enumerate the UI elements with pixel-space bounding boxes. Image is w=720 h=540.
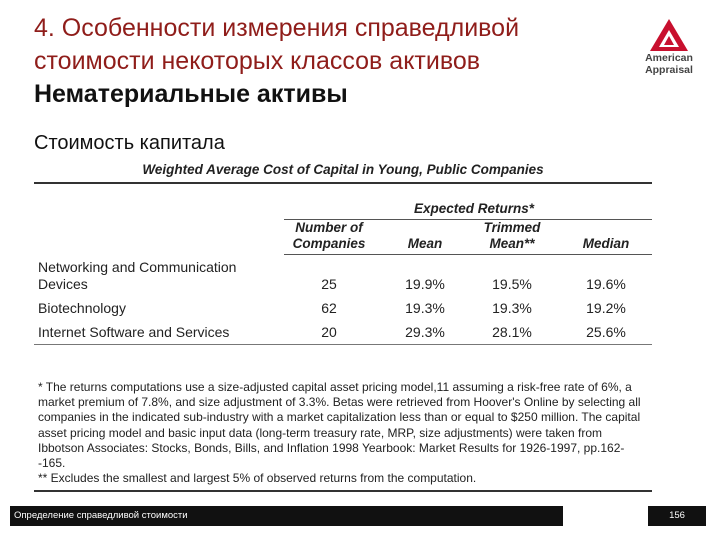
row-2-trimmed: 19.3%	[492, 300, 532, 316]
footnotes: * The returns computations use a size-ad…	[38, 380, 648, 486]
table-bottom-rule	[34, 344, 652, 345]
row-3-median: 25.6%	[586, 324, 626, 340]
column-header-trimmed-line1: Trimmed	[483, 220, 541, 235]
triangle-logo-icon	[650, 19, 688, 51]
column-header-number: Number of Companies	[284, 220, 374, 252]
bottom-rule	[34, 490, 652, 492]
logo-line-1: American	[645, 52, 693, 64]
column-header-mean: Mean	[407, 236, 443, 251]
row-3-mean: 29.3%	[405, 324, 445, 340]
company-logo: American Appraisal	[632, 18, 706, 76]
column-header-number-line2: Companies	[292, 236, 366, 251]
row-1-median: 19.6%	[586, 276, 626, 292]
column-header-trimmed-mean: Trimmed Mean**	[472, 220, 552, 252]
column-header-trimmed-line2: Mean**	[489, 236, 535, 251]
column-header-rule	[284, 254, 652, 255]
row-2-number: 62	[321, 300, 337, 316]
logo-line-2: Appraisal	[645, 64, 693, 76]
slide-subtitle: Стоимость капитала	[34, 132, 225, 154]
title-line-3: Нематериальные активы	[34, 80, 348, 108]
title-line-1: 4. Особенности измерения справедливой	[34, 14, 520, 42]
row-1-label-line2: Devices	[38, 276, 88, 292]
row-2-label: Biotechnology	[38, 300, 126, 316]
page-number: 156	[648, 506, 706, 526]
row-1-trimmed: 19.5%	[492, 276, 532, 292]
footnote-1: * The returns computations use a size-ad…	[38, 380, 641, 471]
column-header-number-line1: Number of	[295, 220, 363, 235]
row-3-number: 20	[321, 324, 337, 340]
group-header-rule	[284, 219, 652, 220]
figure-title: Weighted Average Cost of Capital in Youn…	[142, 162, 544, 177]
row-1-mean: 19.9%	[405, 276, 445, 292]
row-1-label-line1: Networking and Communication	[38, 259, 237, 275]
row-2-mean: 19.3%	[405, 300, 445, 316]
expected-returns-header: Expected Returns*	[413, 201, 535, 216]
row-3-trimmed: 28.1%	[492, 324, 532, 340]
row-1-number: 25	[321, 276, 337, 292]
title-line-2: стоимости некоторых классов активов	[34, 47, 481, 75]
footnote-2: ** Excludes the smallest and largest 5% …	[38, 471, 477, 486]
top-rule	[34, 182, 652, 184]
table-row-label: Networking and Communication Devices	[38, 259, 236, 293]
row-3-label: Internet Software and Services	[38, 324, 230, 340]
column-header-median: Median	[582, 236, 630, 251]
row-2-median: 19.2%	[586, 300, 626, 316]
wacc-table-figure: Weighted Average Cost of Capital in Youn…	[34, 160, 652, 494]
footer-bar: Определение справедливой стоимости	[10, 506, 563, 526]
slide-title: 4. Особенности измерения справедливой ст…	[34, 12, 624, 111]
